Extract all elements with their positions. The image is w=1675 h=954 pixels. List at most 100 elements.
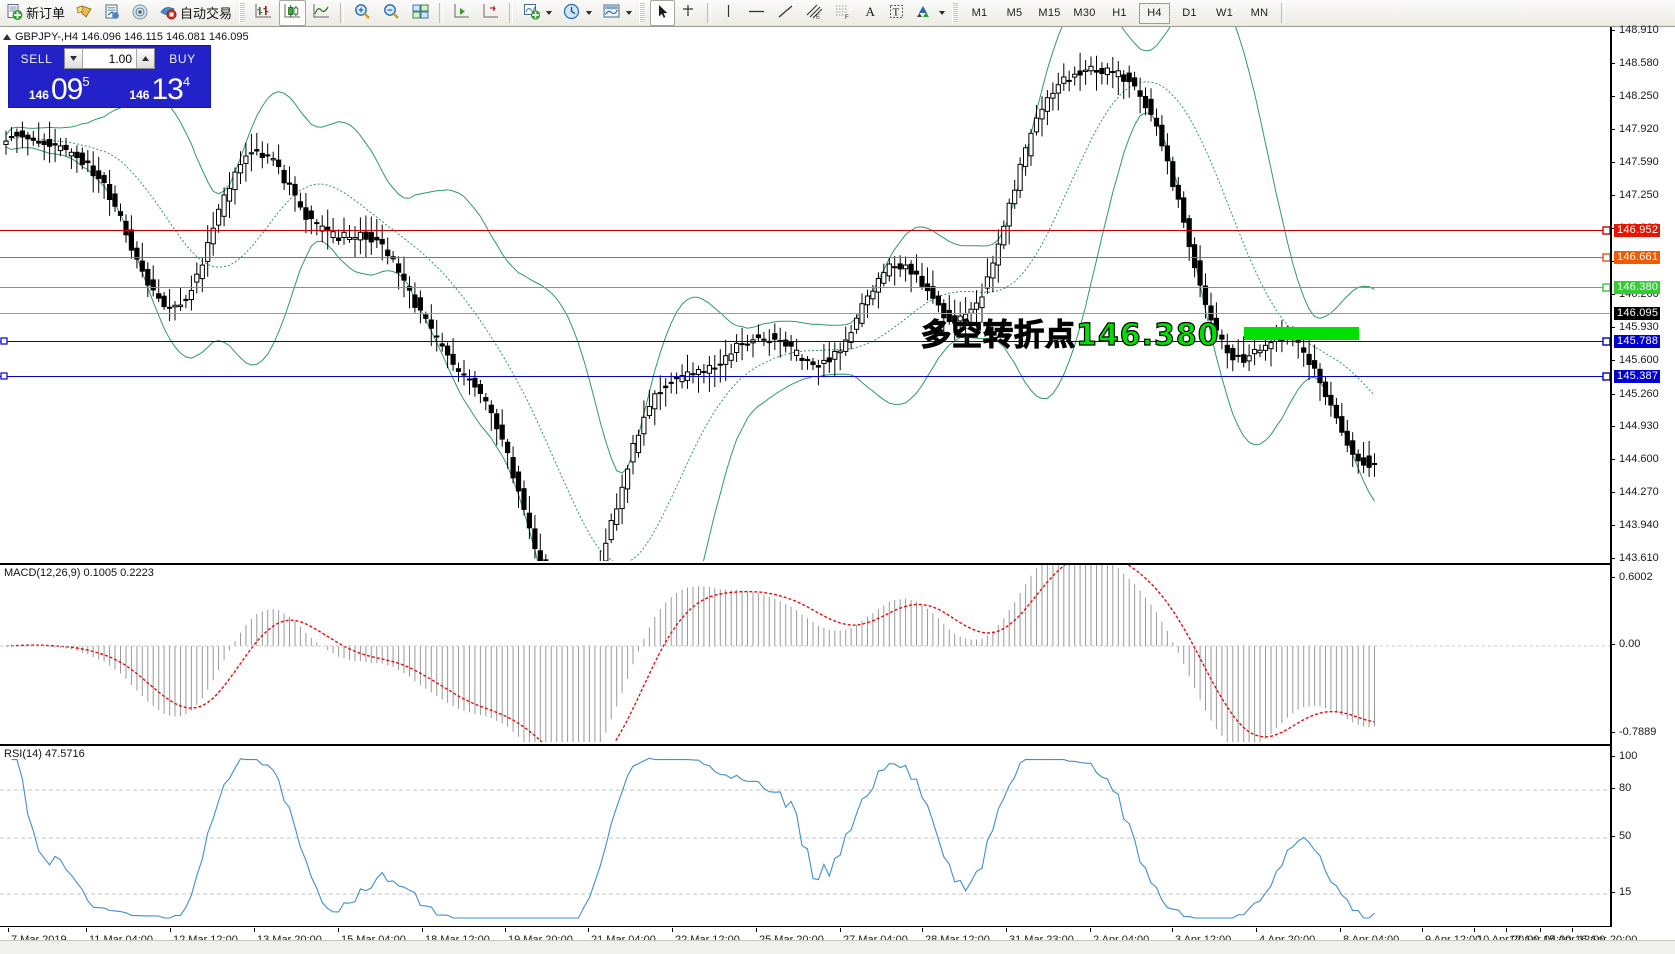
toolbar-grip-1[interactable]: [239, 3, 246, 23]
timeframe-m5[interactable]: M5: [1006, 7, 1023, 19]
period-button[interactable]: [558, 0, 596, 26]
one-click-trading-panel[interactable]: SELL 1.00 BUY 146 09 5 146 13 4: [8, 45, 211, 108]
time-axis-tick: [1172, 928, 1173, 932]
vertical-line-icon: [720, 3, 737, 23]
price-axis-tick: 145.260: [1612, 388, 1659, 400]
timeframe-m30[interactable]: M30: [1073, 7, 1096, 19]
new-order-icon: [5, 3, 23, 24]
price-axis-tick: 148.580: [1612, 57, 1659, 69]
resistance-level-146952[interactable]: 146.952: [1614, 224, 1661, 237]
tile-windows-button[interactable]: [407, 0, 434, 26]
price-axis-tick: 148.910: [1612, 25, 1659, 36]
cursor-tool[interactable]: [650, 0, 676, 26]
volume-increase-button[interactable]: [136, 49, 154, 68]
toolbar-separator-2: [439, 3, 444, 23]
time-axis-tick: [86, 928, 87, 932]
zoom-out-button[interactable]: [378, 0, 405, 26]
sell-button[interactable]: SELL: [10, 47, 63, 70]
buy-price-whole: 146: [129, 88, 150, 102]
time-axis-tick: [840, 928, 841, 932]
crosshair-tool[interactable]: [677, 0, 702, 26]
buy-price-big: 13: [151, 73, 183, 106]
price-axis-tick: 144.930: [1612, 421, 1659, 432]
price-axis-tick: 143.610: [1612, 553, 1659, 564]
chart-symbol-ohlc: GBPJPY-,H4 146.096 146.115 146.081 146.0…: [15, 31, 249, 43]
fibonacci-tool[interactable]: F: [830, 0, 857, 26]
price-axis-tick: 148.250: [1612, 90, 1659, 102]
macd-label: MACD(12,26,9) 0.1005 0.2223: [4, 567, 154, 579]
autotrading-label: 自动交易: [180, 5, 233, 21]
arrows-dropdown-caret[interactable]: [939, 11, 946, 15]
timeframe-m15[interactable]: M15: [1038, 7, 1061, 19]
volume-decrease-button[interactable]: [65, 49, 83, 68]
text-a-icon: A: [863, 3, 878, 23]
new-order-button[interactable]: 新订单: [1, 0, 69, 26]
svg-text:T: T: [893, 7, 900, 19]
horizontal-line-tool[interactable]: [743, 0, 770, 26]
zoom-in-button[interactable]: [349, 0, 376, 26]
text-label-tool[interactable]: T: [884, 0, 909, 26]
text-label-icon: T: [888, 3, 905, 23]
sell-price-display[interactable]: 146 09 5: [10, 71, 109, 106]
market-watch-button[interactable]: [127, 0, 153, 26]
templates-button[interactable]: [598, 0, 636, 26]
rsi-axis-tick: 15: [1612, 887, 1631, 898]
pivot-level-146380[interactable]: 146.380: [1614, 281, 1661, 294]
timeframe-group: M1 M5 M15 M30 H1 H4 D1 W1 MN: [962, 2, 1277, 24]
current-price-label[interactable]: 146.095: [1614, 307, 1661, 320]
auto-scroll-button[interactable]: [448, 0, 475, 26]
trendline-icon: [776, 3, 795, 23]
timeframe-h1[interactable]: H1: [1112, 7, 1127, 19]
buy-button[interactable]: BUY: [156, 47, 209, 70]
svg-text:E: E: [816, 15, 820, 21]
candlestick-chart-button[interactable]: [279, 0, 307, 26]
indicators-button[interactable]: [518, 0, 556, 26]
time-axis-tick: [422, 928, 423, 932]
open-data-folder-button[interactable]: [71, 0, 97, 26]
trendline-tool[interactable]: [772, 0, 799, 26]
timeframe-h4[interactable]: H4: [1139, 2, 1171, 24]
price-axis-tick: 144.600: [1612, 454, 1659, 465]
text-tool[interactable]: A: [859, 0, 882, 26]
toolbar-grip-2[interactable]: [639, 3, 646, 23]
volume-stepper[interactable]: 1.00: [64, 48, 155, 69]
arrows-icon: [915, 3, 934, 23]
tile-windows-icon: [411, 2, 430, 24]
terminal-button[interactable]: [99, 0, 125, 26]
arrows-tool[interactable]: [911, 0, 949, 26]
period-dropdown-caret[interactable]: [586, 11, 593, 15]
rsi-pane[interactable]: RSI(14) 47.5716: [0, 744, 1612, 928]
price-pane[interactable]: [0, 27, 1612, 561]
price-axis-tick: 143.940: [1612, 520, 1659, 531]
timeframe-d1[interactable]: D1: [1182, 7, 1197, 19]
one-click-price-row: 146 09 5 146 13 4: [9, 71, 210, 107]
macd-pane[interactable]: MACD(12,26,9) 0.1005 0.2223: [0, 563, 1612, 744]
time-axis-tick: [505, 928, 506, 932]
price-axis[interactable]: 148.910 148.580 148.250 147.920 147.590 147.2…: [1612, 25, 1675, 927]
timeframe-w1[interactable]: W1: [1215, 7, 1234, 19]
timeframe-m1[interactable]: M1: [971, 7, 988, 19]
macd-axis-tick: 0.00: [1612, 638, 1640, 650]
resistance-level-146661[interactable]: 146.661: [1614, 251, 1661, 264]
indicators-dropdown-caret[interactable]: [546, 11, 553, 15]
bar-chart-button[interactable]: [250, 0, 277, 26]
volume-value[interactable]: 1.00: [83, 49, 136, 68]
equidistant-channel-tool[interactable]: E: [801, 0, 828, 26]
support-level-145788[interactable]: 145.788: [1614, 335, 1661, 348]
time-axis-tick: [1422, 928, 1423, 932]
chart-shift-button[interactable]: [477, 0, 504, 26]
timeframe-mn[interactable]: MN: [1250, 7, 1269, 19]
folder-icon: [75, 3, 93, 24]
time-axis-tick: [588, 928, 589, 932]
autotrading-button[interactable]: 自动交易: [155, 0, 236, 26]
line-chart-button[interactable]: [308, 0, 335, 26]
line-chart-icon: [312, 2, 331, 24]
chart-window[interactable]: MACD(12,26,9) 0.1005 0.2223 RSI(14) 47.5…: [0, 25, 1675, 953]
time-axis-tick: [1090, 928, 1091, 932]
templates-dropdown-caret[interactable]: [626, 11, 633, 15]
pivot-zone-rectangle[interactable]: [1244, 327, 1359, 340]
vertical-line-tool[interactable]: [716, 0, 741, 26]
toolbar-grip-3[interactable]: [952, 3, 959, 23]
buy-price-display[interactable]: 146 13 4: [110, 71, 209, 106]
support-level-145387[interactable]: 145.387: [1614, 370, 1661, 383]
